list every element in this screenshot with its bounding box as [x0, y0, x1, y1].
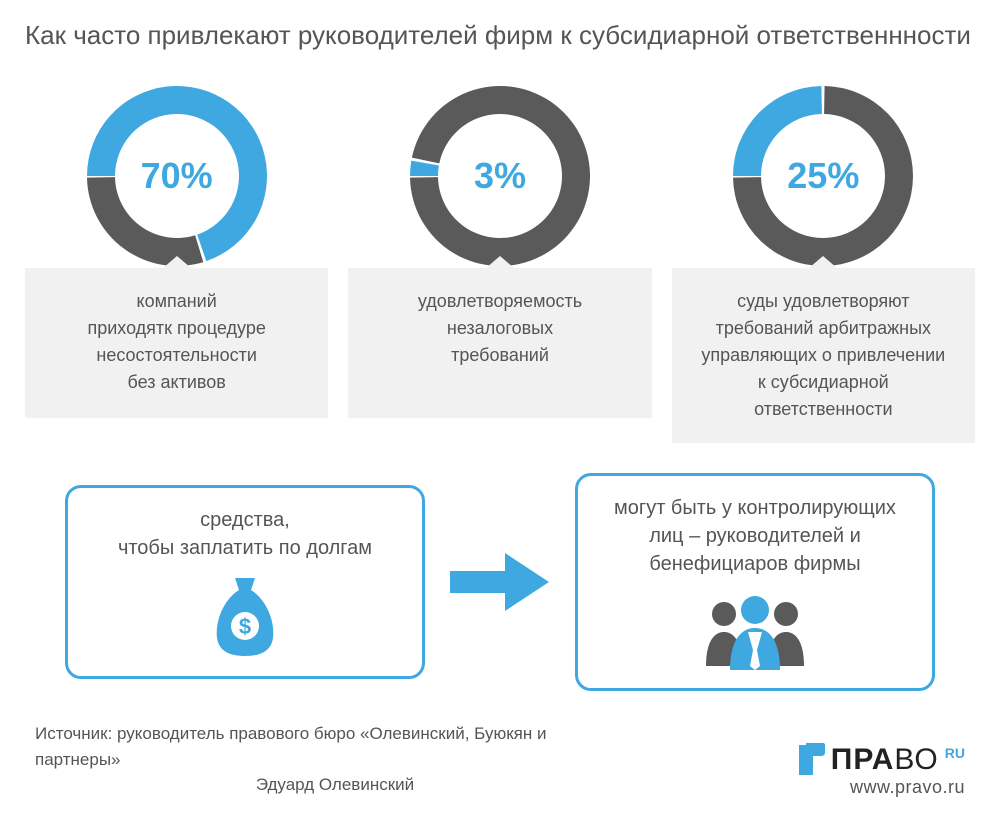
donut-block-0: 70% компанийприходятк процедуренесостоят…: [25, 76, 328, 443]
footer: Источник: руководитель правового бюро «О…: [25, 721, 975, 798]
donut-desc-1: удовлетворяемостьнезалоговыхтребований: [348, 268, 651, 418]
logo-ru: RU: [945, 745, 965, 761]
page-title: Как часто привлекают руководителей фирм …: [25, 20, 975, 51]
donut-desc-2: суды удовлетворяюттребований арбитражных…: [672, 268, 975, 443]
donut-block-1: 3% удовлетворяемостьнезалоговыхтребовани…: [348, 76, 651, 443]
donuts-row: 70% компанийприходятк процедуренесостоят…: [25, 76, 975, 443]
logo: ПРАВО RU www.pravo.ru: [797, 743, 965, 798]
logo-bold: ПРА: [831, 743, 895, 776]
donut-chart-0: 70%: [77, 76, 277, 276]
svg-text:$: $: [239, 614, 251, 639]
logo-thin: ВО: [894, 743, 938, 776]
source-line1: Источник: руководитель правового бюро «О…: [35, 721, 635, 772]
logo-icon: [797, 743, 825, 777]
flow-right-text: могут быть у контролирующихлиц – руковод…: [614, 494, 896, 578]
donut-label-2: 25%: [787, 155, 859, 197]
donut-desc-0: компанийприходятк процедуренесостоятельн…: [25, 268, 328, 418]
money-bag-icon: $: [209, 576, 281, 658]
flow-left-text: средства,чтобы заплатить по долгам: [118, 506, 372, 562]
logo-text: ПРАВО: [831, 743, 939, 777]
logo-url: www.pravo.ru: [850, 777, 965, 798]
logo-top: ПРАВО RU: [797, 743, 965, 777]
flow-row: средства,чтобы заплатить по долгам $ мог…: [65, 473, 935, 691]
donut-block-2: 25% суды удовлетворяюттребований арбитра…: [672, 76, 975, 443]
arrow-icon: [445, 547, 555, 617]
donut-chart-2: 25%: [723, 76, 923, 276]
source-text: Источник: руководитель правового бюро «О…: [35, 721, 635, 798]
people-icon: [700, 592, 810, 670]
donut-label-0: 70%: [141, 155, 213, 197]
donut-label-1: 3%: [474, 155, 526, 197]
source-line2: Эдуард Олевинский: [35, 772, 635, 798]
donut-chart-1: 3%: [400, 76, 600, 276]
flow-box-right: могут быть у контролирующихлиц – руковод…: [575, 473, 935, 691]
flow-box-left: средства,чтобы заплатить по долгам $: [65, 485, 425, 679]
